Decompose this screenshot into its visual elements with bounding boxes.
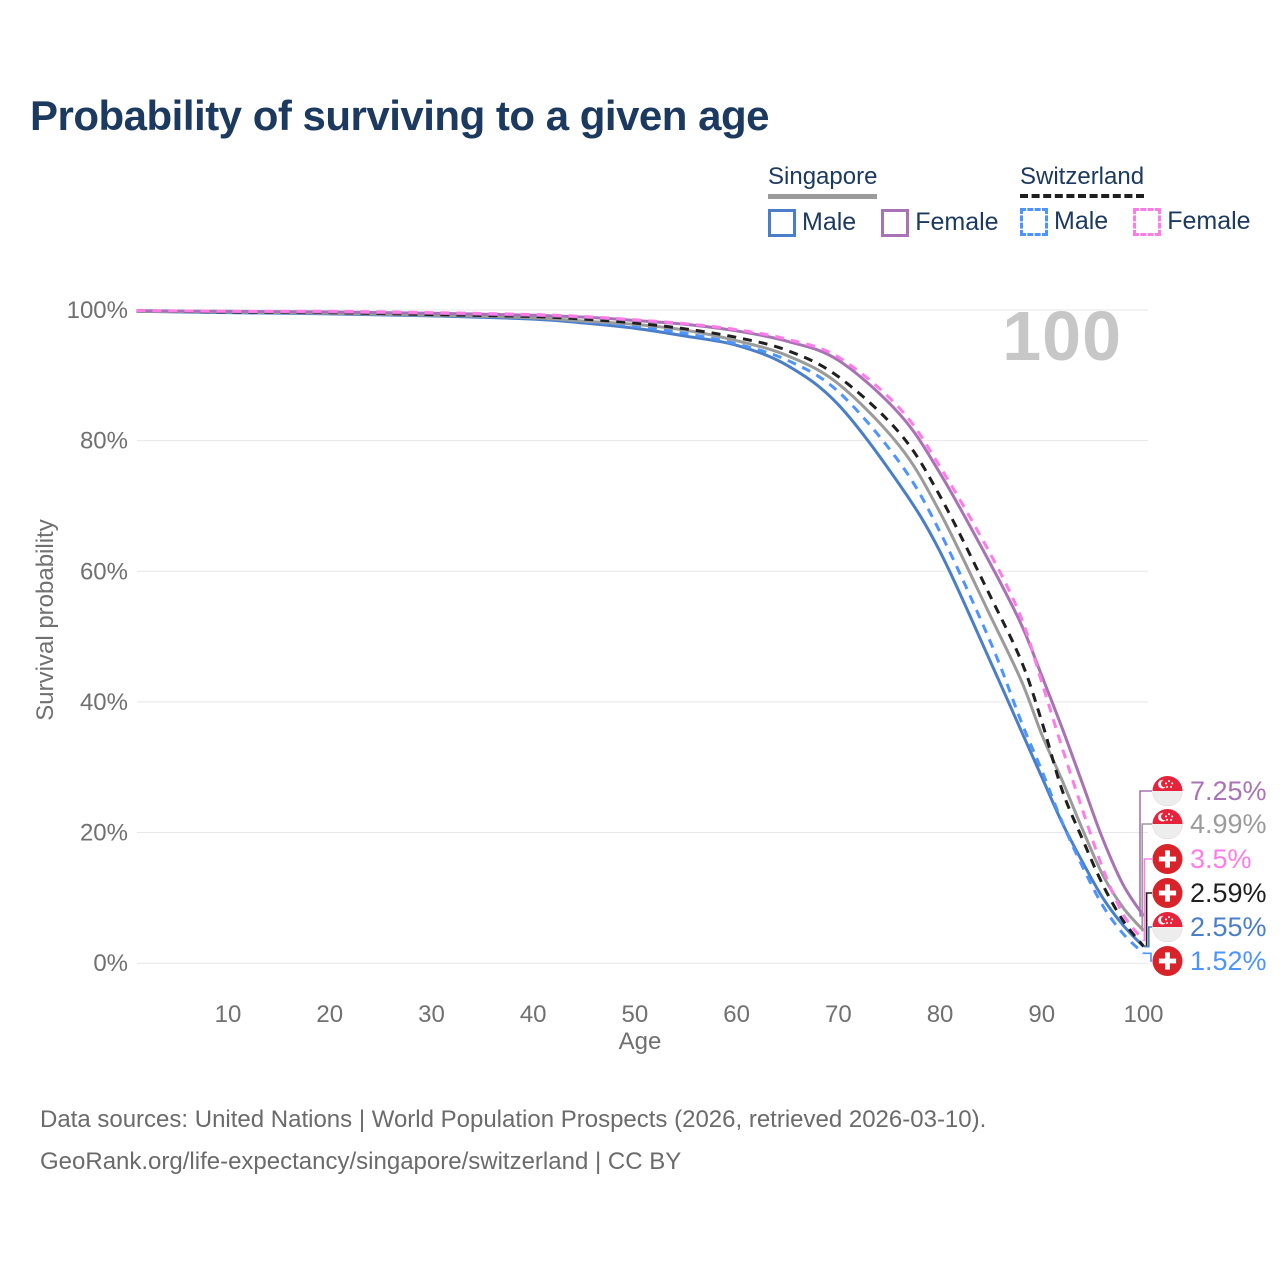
end-value-label: 7.25% — [1190, 776, 1267, 806]
legend-item-label: Female — [915, 208, 999, 236]
x-tick-label: 50 — [622, 1001, 649, 1028]
x-tick-label: 10 — [215, 1001, 242, 1028]
x-axis-title: Age — [618, 1028, 662, 1055]
end-label-connector — [1143, 952, 1152, 962]
legend-title-switzerland: Switzerland — [1020, 163, 1145, 198]
legend-item-switzerland-female[interactable]: Female — [1133, 207, 1251, 236]
legend-group-switzerland: Switzerland Male Female — [1020, 163, 1276, 236]
switzerland-flag-icon — [1152, 946, 1183, 976]
legend-item-label: Male — [802, 208, 857, 236]
end-label-connector — [1141, 823, 1152, 932]
singapore-female-swatch-icon[interactable] — [881, 208, 910, 237]
series-line-switzerland-male[interactable] — [136, 309, 1145, 955]
legend-title-singapore: Singapore — [768, 163, 878, 199]
y-tick-label: 40% — [80, 689, 128, 716]
x-tick-label: 20 — [316, 1001, 343, 1028]
singapore-flag-icon — [1152, 912, 1183, 942]
y-tick-label: 100% — [67, 297, 128, 324]
switzerland-male-swatch-icon[interactable] — [1020, 207, 1048, 236]
end-value-label: 2.55% — [1190, 912, 1267, 942]
y-tick-label: 20% — [80, 820, 128, 847]
age-watermark: 100 — [1002, 297, 1122, 375]
legend-items-singapore: Male Female — [768, 208, 1024, 237]
legend-item-singapore-male[interactable]: Male — [768, 208, 856, 237]
y-tick-label: 80% — [80, 428, 128, 455]
series-line-switzerland-both-sexes[interactable] — [136, 309, 1145, 948]
series-line-singapore-male[interactable] — [136, 309, 1145, 948]
singapore-male-swatch-icon[interactable] — [768, 208, 796, 237]
x-tick-label: 100 — [1123, 1001, 1163, 1028]
singapore-flag-icon — [1152, 809, 1183, 839]
x-tick-label: 60 — [723, 1001, 750, 1028]
y-tick-label: 0% — [93, 950, 128, 977]
page-title: Probability of surviving to a given age — [30, 92, 769, 139]
switzerland-female-swatch-icon[interactable] — [1133, 207, 1162, 236]
legend-items-switzerland: Male Female — [1020, 207, 1276, 236]
switzerland-flag-icon — [1152, 844, 1183, 874]
switzerland-flag-icon — [1152, 878, 1183, 908]
legend-item-label: Male — [1054, 207, 1109, 235]
footer-sources: Data sources: United Nations | World Pop… — [40, 1106, 987, 1133]
end-value-label: 3.5% — [1190, 844, 1252, 874]
end-value-label: 4.99% — [1190, 809, 1267, 839]
legend-item-switzerland-male[interactable]: Male — [1020, 207, 1108, 236]
series-line-singapore-both-sexes[interactable] — [136, 309, 1145, 932]
y-axis-title: Survival probability — [32, 519, 59, 721]
x-tick-label: 30 — [418, 1001, 445, 1028]
legend-group-singapore: Singapore Male Female — [768, 163, 1024, 237]
footer-attribution: GeoRank.org/life-expectancy/singapore/sw… — [40, 1148, 682, 1175]
y-tick-label: 60% — [80, 558, 128, 585]
legend-item-label: Female — [1167, 207, 1251, 235]
end-value-label: 1.52% — [1190, 946, 1267, 976]
end-label-connector — [1143, 858, 1152, 942]
x-tick-label: 80 — [927, 1001, 954, 1028]
series-line-singapore-female[interactable] — [136, 309, 1145, 917]
x-tick-label: 70 — [825, 1001, 852, 1028]
x-tick-label: 90 — [1028, 1001, 1055, 1028]
singapore-flag-icon — [1152, 776, 1183, 806]
end-label-connector — [1143, 926, 1152, 948]
legend-item-singapore-female[interactable]: Female — [881, 208, 999, 237]
end-value-label: 2.59% — [1190, 878, 1267, 908]
series-line-switzerland-female[interactable] — [136, 309, 1145, 942]
x-tick-label: 40 — [520, 1001, 547, 1028]
